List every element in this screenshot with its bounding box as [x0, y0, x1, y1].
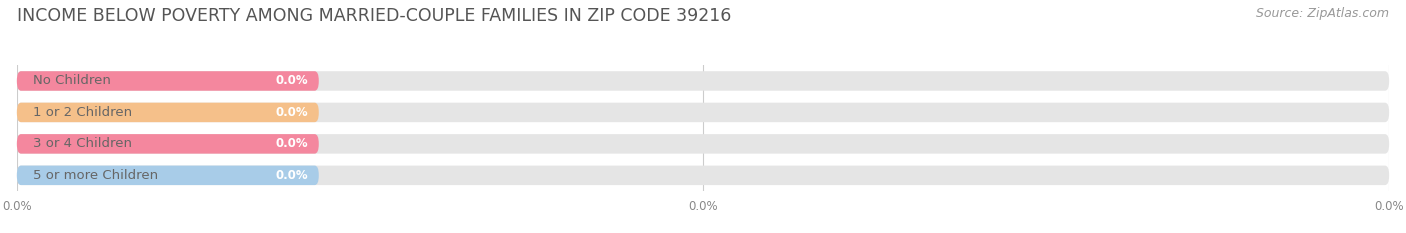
FancyBboxPatch shape [17, 71, 319, 91]
Text: 3 or 4 Children: 3 or 4 Children [34, 137, 132, 150]
FancyBboxPatch shape [17, 103, 319, 122]
Text: 1 or 2 Children: 1 or 2 Children [34, 106, 132, 119]
Text: 0.0%: 0.0% [276, 106, 308, 119]
Text: 5 or more Children: 5 or more Children [34, 169, 159, 182]
FancyBboxPatch shape [17, 71, 1389, 91]
Text: 0.0%: 0.0% [276, 137, 308, 150]
Text: INCOME BELOW POVERTY AMONG MARRIED-COUPLE FAMILIES IN ZIP CODE 39216: INCOME BELOW POVERTY AMONG MARRIED-COUPL… [17, 7, 731, 25]
Text: No Children: No Children [34, 75, 111, 87]
FancyBboxPatch shape [17, 134, 319, 154]
Text: 0.0%: 0.0% [276, 75, 308, 87]
FancyBboxPatch shape [17, 166, 1389, 185]
Text: 0.0%: 0.0% [276, 169, 308, 182]
FancyBboxPatch shape [17, 103, 1389, 122]
FancyBboxPatch shape [17, 166, 319, 185]
Text: Source: ZipAtlas.com: Source: ZipAtlas.com [1256, 7, 1389, 20]
FancyBboxPatch shape [17, 134, 1389, 154]
